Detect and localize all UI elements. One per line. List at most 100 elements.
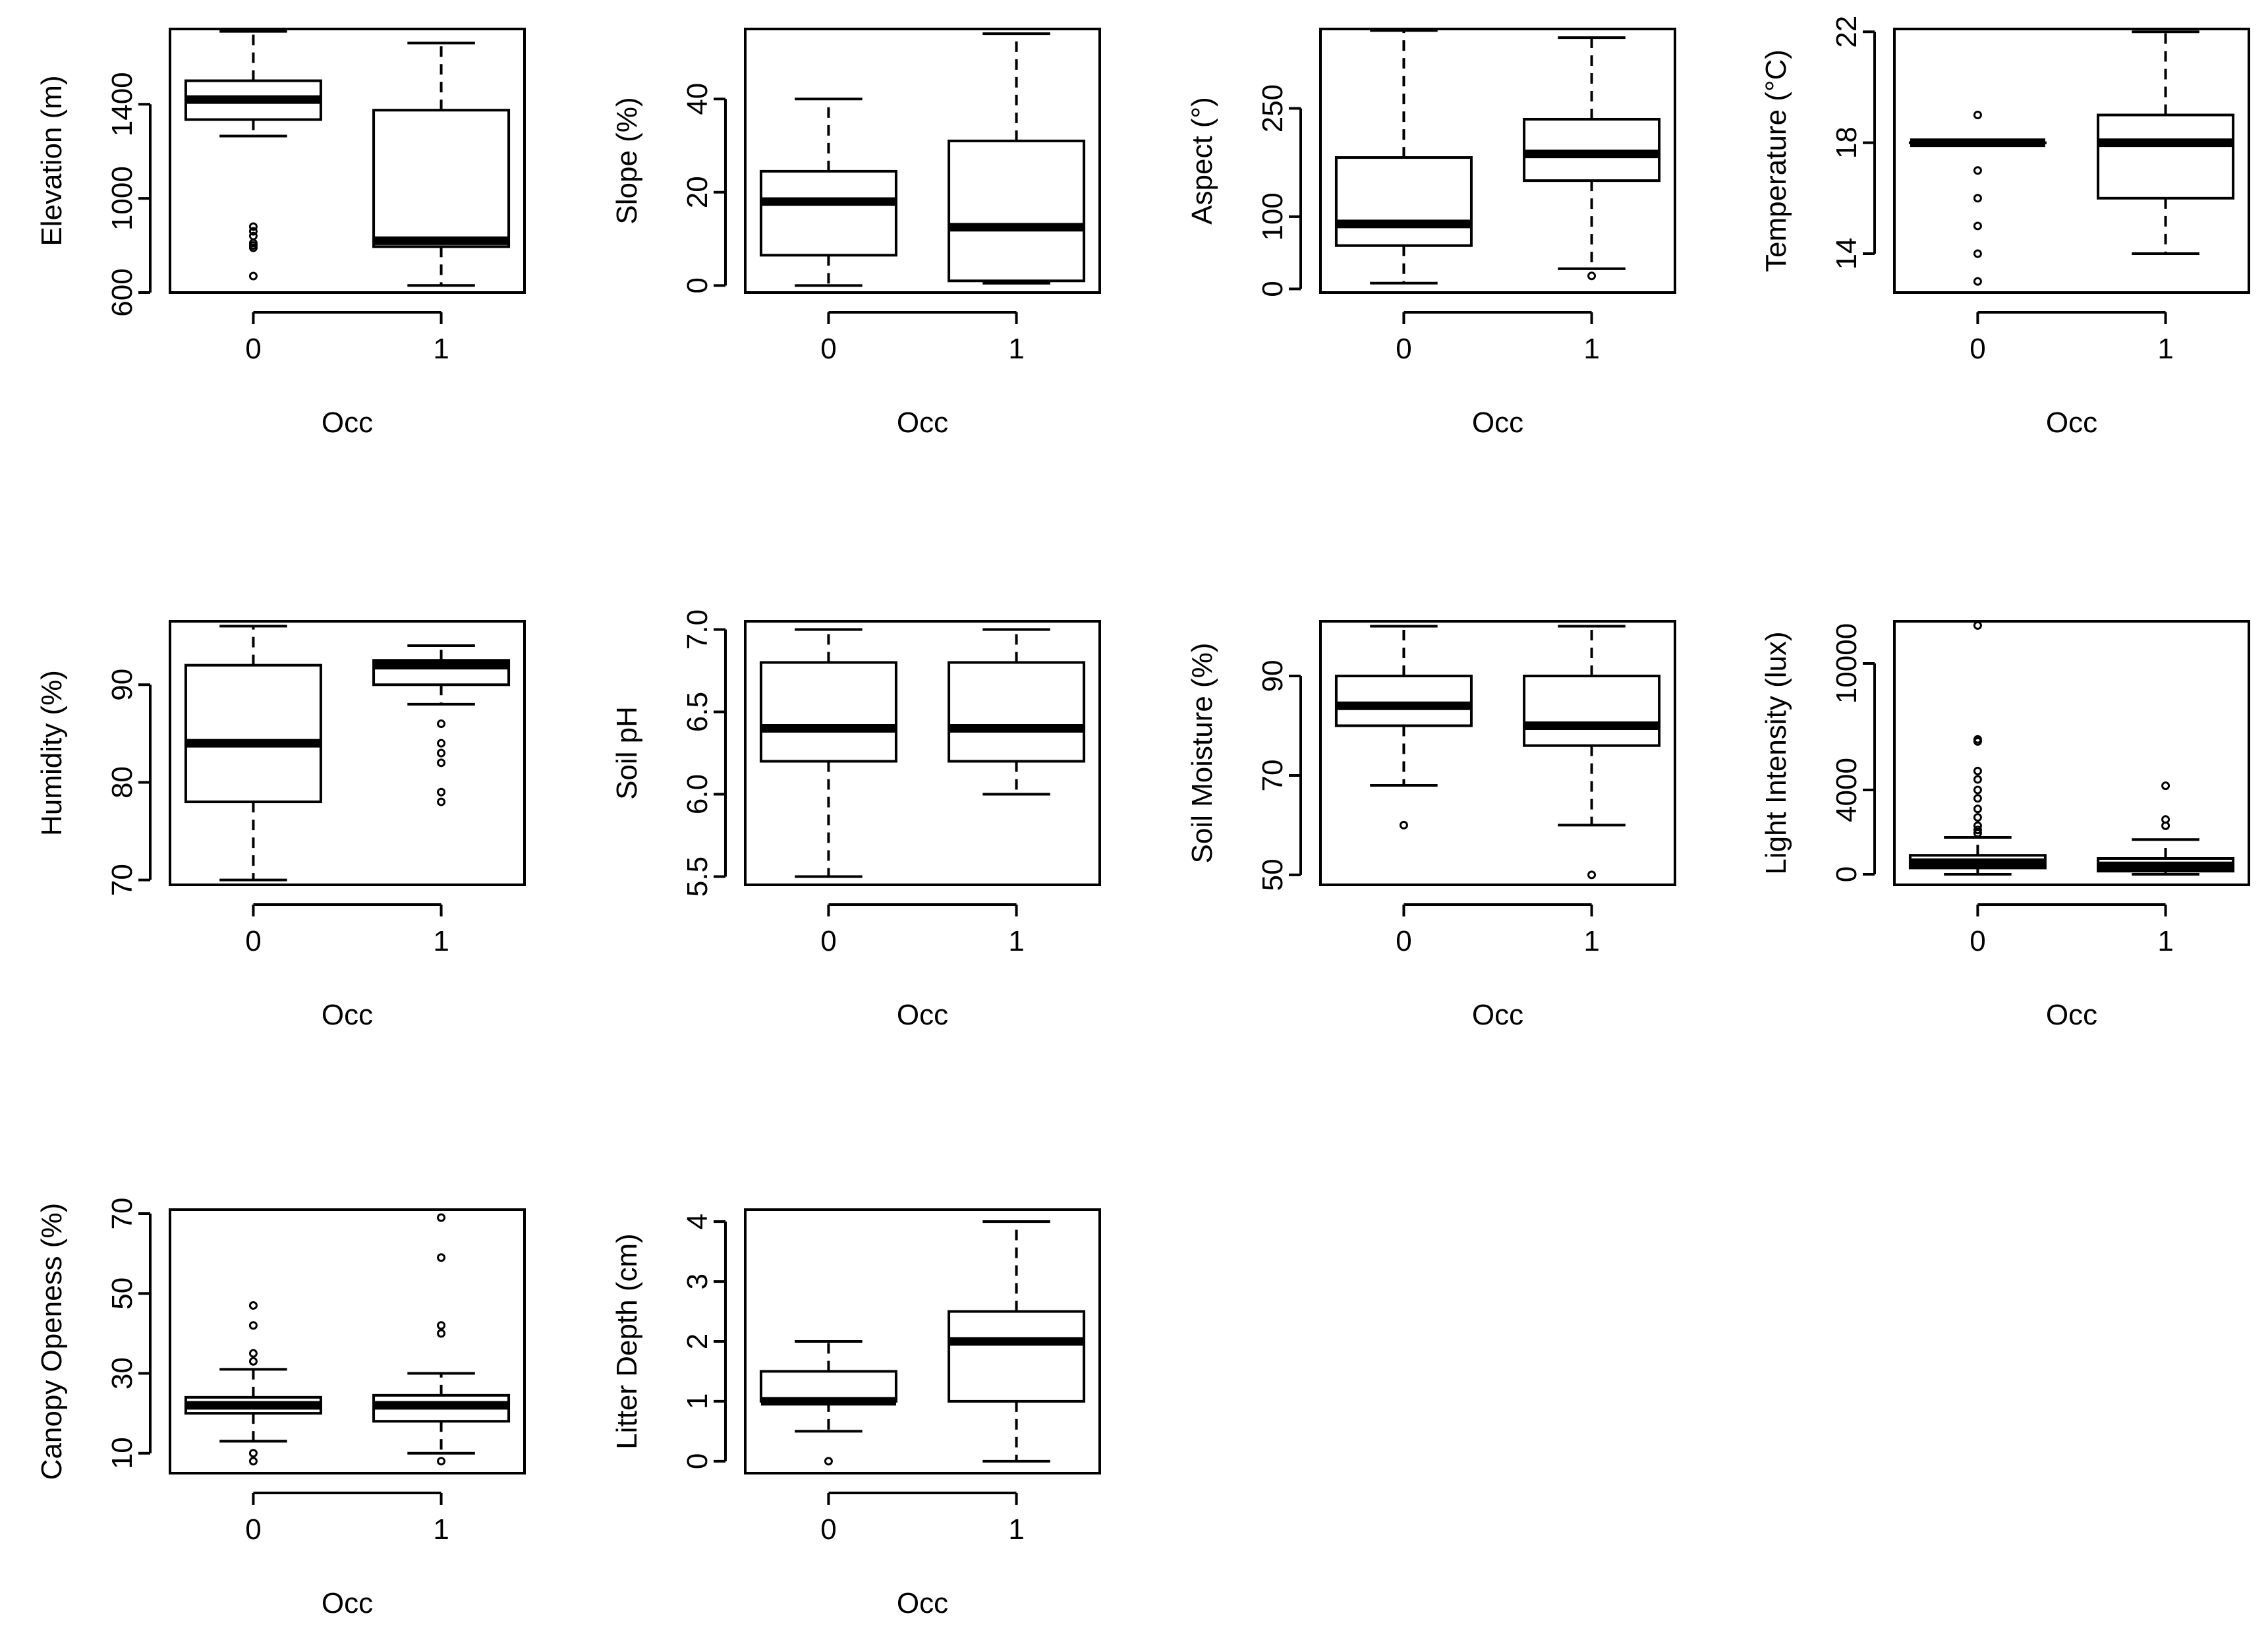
outlier-point bbox=[1973, 166, 1982, 175]
x-tick-label: 0 bbox=[1396, 925, 1411, 957]
y-tick-label: 1000 bbox=[106, 166, 138, 231]
y-tick-label: 6.0 bbox=[681, 774, 714, 814]
y-tick-label: 250 bbox=[1257, 84, 1289, 132]
outlier-point bbox=[1973, 766, 1982, 775]
plot-frame bbox=[169, 620, 526, 886]
plot-frame bbox=[1319, 28, 1676, 294]
y-tick-label: 50 bbox=[1257, 858, 1289, 891]
iqr-box bbox=[759, 169, 897, 257]
y-tick-label: 0 bbox=[1257, 281, 1289, 296]
y-tick-label: 5.5 bbox=[681, 856, 714, 897]
box-group-1 bbox=[948, 628, 1086, 796]
iqr-box bbox=[1523, 675, 1661, 747]
outlier-point bbox=[1973, 249, 1982, 258]
outlier-point bbox=[437, 758, 446, 768]
outlier-point bbox=[2161, 821, 2170, 830]
y-tick-label: 0 bbox=[681, 1453, 714, 1469]
outlier-point bbox=[437, 797, 446, 806]
x-tick-label: 1 bbox=[433, 925, 449, 957]
x-tick-label: 0 bbox=[245, 1513, 261, 1546]
outlier-point bbox=[437, 1213, 446, 1222]
plot-frame bbox=[1893, 620, 2250, 886]
outlier-point bbox=[248, 1457, 258, 1466]
iqr-box bbox=[372, 109, 511, 248]
outlier-point bbox=[248, 1357, 258, 1366]
y-tick-label: 0 bbox=[1830, 866, 1863, 882]
outlier-point bbox=[824, 1457, 833, 1466]
box-group-0 bbox=[1334, 29, 1473, 285]
x-tick-label: 1 bbox=[1008, 1513, 1024, 1546]
outlier-point bbox=[1973, 785, 1982, 795]
box-group-1 bbox=[372, 644, 511, 806]
y-tick-label: 90 bbox=[1257, 660, 1289, 692]
box-group-1 bbox=[372, 1213, 511, 1466]
y-tick-label: 600 bbox=[106, 268, 138, 316]
outlier-point bbox=[437, 719, 446, 729]
x-tick-label: 0 bbox=[820, 925, 836, 957]
panel-1: 600 1000 1400 0 1 Occ Elevation (m) bbox=[36, 28, 526, 439]
outlier-point bbox=[1973, 194, 1982, 203]
y-axis-title: Soil Moisture (%) bbox=[1186, 643, 1218, 864]
panel-6: 5.5 6.0 6.5 7.0 0 1 Occ Soil pH bbox=[611, 609, 1101, 1031]
x-axis-title: Occ bbox=[322, 999, 373, 1031]
y-tick-label: 100 bbox=[1257, 192, 1289, 240]
y-tick-label: 70 bbox=[106, 1198, 138, 1230]
x-tick-label: 1 bbox=[2157, 333, 2173, 365]
outlier-point bbox=[1973, 111, 1982, 120]
x-tick-label: 0 bbox=[1970, 925, 1985, 957]
outlier-point bbox=[248, 231, 258, 240]
iqr-box bbox=[948, 139, 1086, 283]
outlier-point bbox=[248, 1301, 258, 1310]
iqr-box bbox=[1334, 156, 1473, 247]
x-axis-title: Occ bbox=[897, 407, 948, 439]
panel-3: 0 100 250 0 1 Occ Aspect (°) bbox=[1186, 28, 1676, 439]
y-tick-label: 3 bbox=[681, 1274, 714, 1289]
x-tick-label: 1 bbox=[1008, 333, 1024, 365]
plot-frame bbox=[744, 620, 1101, 886]
y-axis-title: Soil pH bbox=[611, 706, 643, 800]
outlier-point bbox=[1973, 794, 1982, 803]
y-axis-title: Slope (%) bbox=[611, 97, 643, 224]
x-axis-title: Occ bbox=[1472, 999, 1523, 1031]
x-axis-title: Occ bbox=[897, 1587, 948, 1619]
outlier-point bbox=[248, 243, 258, 252]
outlier-point bbox=[1587, 870, 1597, 880]
outlier-point bbox=[437, 1457, 446, 1466]
x-axis-title: Occ bbox=[322, 1587, 373, 1619]
panel-7: 50 70 90 0 1 Occ Soil Moisture (%) bbox=[1186, 620, 1676, 1031]
outlier-point bbox=[437, 748, 446, 758]
outlier-point bbox=[437, 787, 446, 797]
plot-frame bbox=[744, 1208, 1101, 1474]
box-group-0 bbox=[759, 1340, 897, 1466]
y-tick-label: 1 bbox=[681, 1393, 714, 1409]
panel-2: 0 20 40 0 1 Occ Slope (%) bbox=[611, 28, 1101, 439]
box-group-1 bbox=[2097, 30, 2235, 256]
y-axis-title: Humidity (%) bbox=[36, 670, 68, 836]
box-group-0 bbox=[1908, 111, 2047, 286]
outlier-point bbox=[437, 739, 446, 748]
outlier-point bbox=[248, 222, 258, 231]
outlier-point bbox=[437, 1321, 446, 1330]
iqr-box bbox=[372, 659, 511, 687]
y-tick-label: 18 bbox=[1830, 126, 1863, 159]
plot-frame bbox=[169, 28, 526, 294]
iqr-box bbox=[1334, 675, 1473, 727]
y-tick-label: 80 bbox=[106, 766, 138, 799]
y-axis-title: Aspect (°) bbox=[1186, 97, 1218, 225]
outlier-point bbox=[1399, 820, 1408, 829]
y-tick-label: 1400 bbox=[106, 72, 138, 136]
box-group-1 bbox=[2097, 781, 2235, 876]
x-tick-label: 0 bbox=[1970, 333, 1985, 365]
y-tick-label: 20 bbox=[681, 176, 714, 208]
outlier-point bbox=[1973, 277, 1982, 286]
box-group-0 bbox=[184, 1301, 322, 1466]
box-group-0 bbox=[184, 30, 322, 281]
y-tick-label: 14 bbox=[1830, 238, 1863, 270]
iqr-box bbox=[2097, 113, 2235, 200]
iqr-box bbox=[759, 1370, 897, 1403]
plot-frame bbox=[169, 1208, 526, 1474]
outlier-point bbox=[1973, 829, 1982, 838]
y-tick-label: 0 bbox=[681, 277, 714, 293]
y-axis-title: Canopy Openess (%) bbox=[36, 1203, 68, 1480]
outlier-point bbox=[248, 271, 258, 281]
